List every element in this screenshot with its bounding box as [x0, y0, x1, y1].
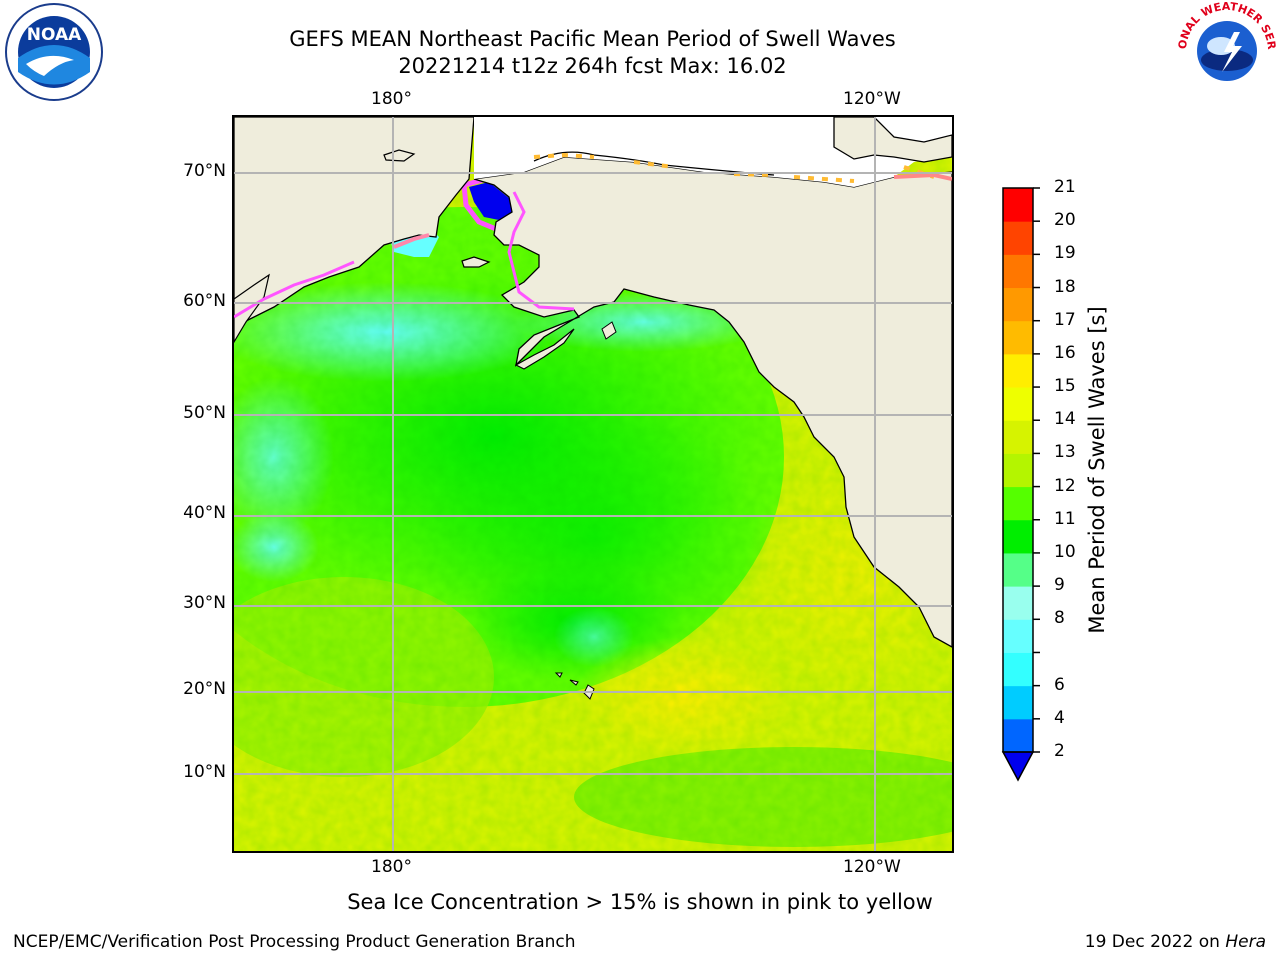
footer-credit: NCEP/EMC/Verification Post Processing Pr…: [13, 932, 576, 952]
colorbar-tick-label: 20: [1054, 210, 1076, 231]
colorbar-bin: [1003, 519, 1033, 554]
chart-subtitle: 20221214 t12z 264h fcst Max: 16.02: [398, 54, 787, 78]
colorbar-bin: [1003, 685, 1033, 720]
chart-title: GEFS MEAN Northeast Pacific Mean Period …: [289, 27, 896, 51]
lat-label-60n: 60°N: [183, 291, 226, 311]
lat-label-40n: 40°N: [183, 503, 226, 523]
colorbar-bin: [1003, 287, 1033, 322]
footer-date-text: 19 Dec 2022 on: [1084, 932, 1226, 952]
colorbar-bin: [1003, 420, 1033, 454]
map-panel[interactable]: [232, 115, 954, 853]
colorbar-bin: [1003, 619, 1033, 653]
lat-label-20n: 20°N: [183, 679, 226, 699]
lat-label-30n: 30°N: [183, 593, 226, 613]
colorbar-bin: [1003, 552, 1033, 587]
colorbar-tick-label: 17: [1054, 309, 1076, 330]
lon-label-top-120w: 120°W: [843, 89, 901, 109]
lat-label-70n: 70°N: [183, 161, 226, 181]
colorbar-tick-label: 13: [1054, 442, 1076, 463]
colorbar-bin: [1003, 652, 1033, 687]
colorbar-bin: [1003, 718, 1033, 753]
footer-date: 19 Dec 2022 on Hera: [1085, 932, 1266, 952]
svg-text:NOAA: NOAA: [27, 25, 82, 45]
colorbar-tick-label: 16: [1054, 342, 1076, 363]
colorbar: [1001, 187, 1040, 782]
colorbar-tick-label: 6: [1054, 674, 1065, 695]
colorbar-tick-label: 21: [1054, 177, 1076, 197]
colorbar-bin: [1003, 486, 1033, 521]
colorbar-bin: [1003, 387, 1033, 421]
colorbar-tick-label: 2: [1054, 741, 1065, 761]
colorbar-tick-label: 10: [1054, 541, 1076, 562]
colorbar-tick-label: 15: [1054, 376, 1076, 397]
nws-logo-icon: NATIONAL WEATHER SERVICE: [1176, 2, 1278, 98]
colorbar-tick-label: 4: [1054, 707, 1065, 728]
noaa-logo-icon: NOAA: [5, 3, 103, 101]
swell-period-map: [234, 117, 952, 851]
lat-label-10n: 10°N: [183, 762, 226, 782]
colorbar-tick-label: 8: [1054, 608, 1065, 629]
colorbar-tick-label: 12: [1054, 475, 1076, 496]
lat-label-50n: 50°N: [183, 403, 226, 423]
lon-label-bottom-180: 180°: [371, 857, 412, 877]
colorbar-bin: [1003, 586, 1033, 620]
colorbar-bin: [1003, 188, 1033, 222]
colorbar-extend-triangle: [1001, 751, 1035, 782]
colorbar-bin: [1003, 353, 1033, 388]
colorbar-tick-label: 9: [1054, 575, 1065, 596]
colorbar-tick-label: 19: [1054, 243, 1076, 264]
colorbar-bin: [1003, 320, 1033, 355]
footer-host: Hera: [1225, 932, 1266, 952]
colorbar-bin: [1003, 254, 1033, 289]
colorbar-bin: [1003, 221, 1033, 255]
colorbar-tick-label: 11: [1054, 508, 1076, 529]
lon-label-bottom-120w: 120°W: [843, 857, 901, 877]
colorbar-tick-label: 14: [1054, 409, 1076, 430]
colorbar-title: Mean Period of Swell Waves [s]: [1085, 306, 1109, 634]
sea-ice-note: Sea Ice Concentration > 15% is shown in …: [347, 890, 933, 914]
colorbar-bin: [1003, 453, 1033, 488]
colorbar-tick-label: 18: [1054, 276, 1076, 297]
lon-label-top-180: 180°: [371, 89, 412, 109]
